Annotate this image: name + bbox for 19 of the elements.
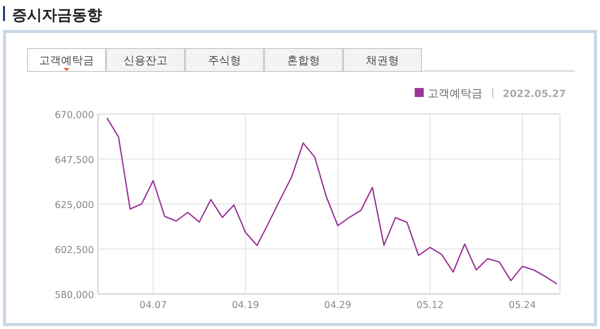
x-tick-label: 05.12 xyxy=(416,300,444,311)
text: 신용잔고 xyxy=(124,54,168,67)
text: 채권형 xyxy=(366,54,399,67)
y-tick-label: 580,000 xyxy=(54,290,94,301)
x-tick-label: 04.19 xyxy=(232,300,260,311)
line-series xyxy=(106,117,558,285)
text: 고객예탁금 xyxy=(39,54,94,67)
text: 2022.05.27 xyxy=(502,89,566,100)
y-tick-label: 670,000 xyxy=(54,110,94,121)
chart-title: 증시자금동향 xyxy=(12,6,102,24)
x-tick-label: 04.07 xyxy=(140,300,167,311)
legend-label: 고객예탁금 xyxy=(428,87,483,100)
y-tick-label: 625,000 xyxy=(54,200,94,211)
text: 혼합형 xyxy=(287,54,320,67)
y-tick-label: 602,500 xyxy=(54,245,94,256)
text: 주식형 xyxy=(208,54,241,67)
y-tick-label: 647,500 xyxy=(54,155,94,166)
x-tick-label: 05.24 xyxy=(508,300,536,311)
x-tick-label: 04.29 xyxy=(324,300,352,311)
